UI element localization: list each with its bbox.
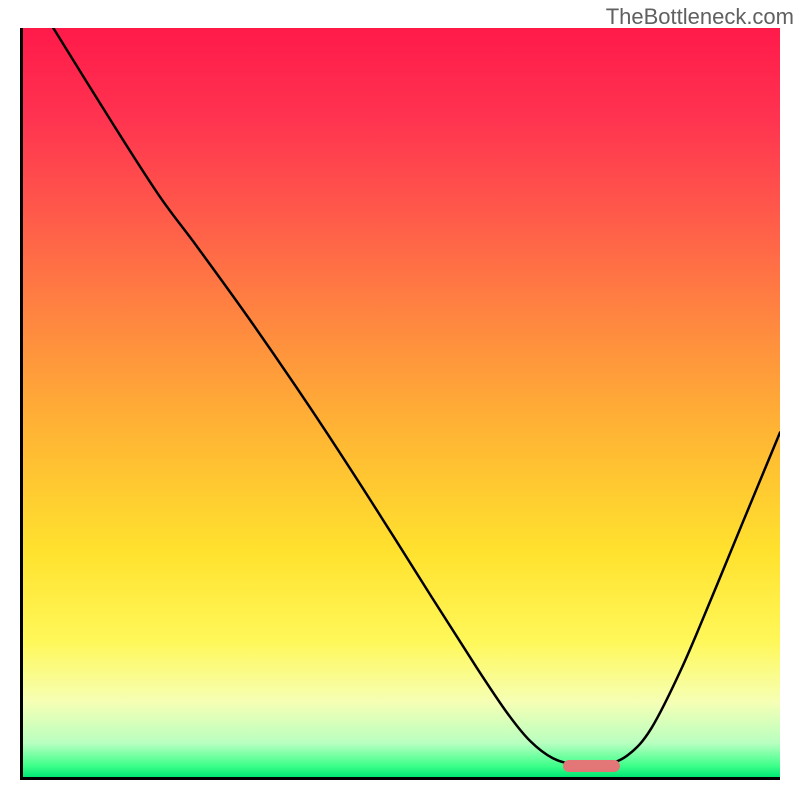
watermark-text: TheBottleneck.com bbox=[606, 4, 794, 30]
optimal-range-marker bbox=[563, 760, 620, 772]
plot-area bbox=[20, 28, 780, 780]
performance-curve bbox=[23, 28, 780, 777]
bottleneck-chart: TheBottleneck.com bbox=[0, 0, 800, 800]
